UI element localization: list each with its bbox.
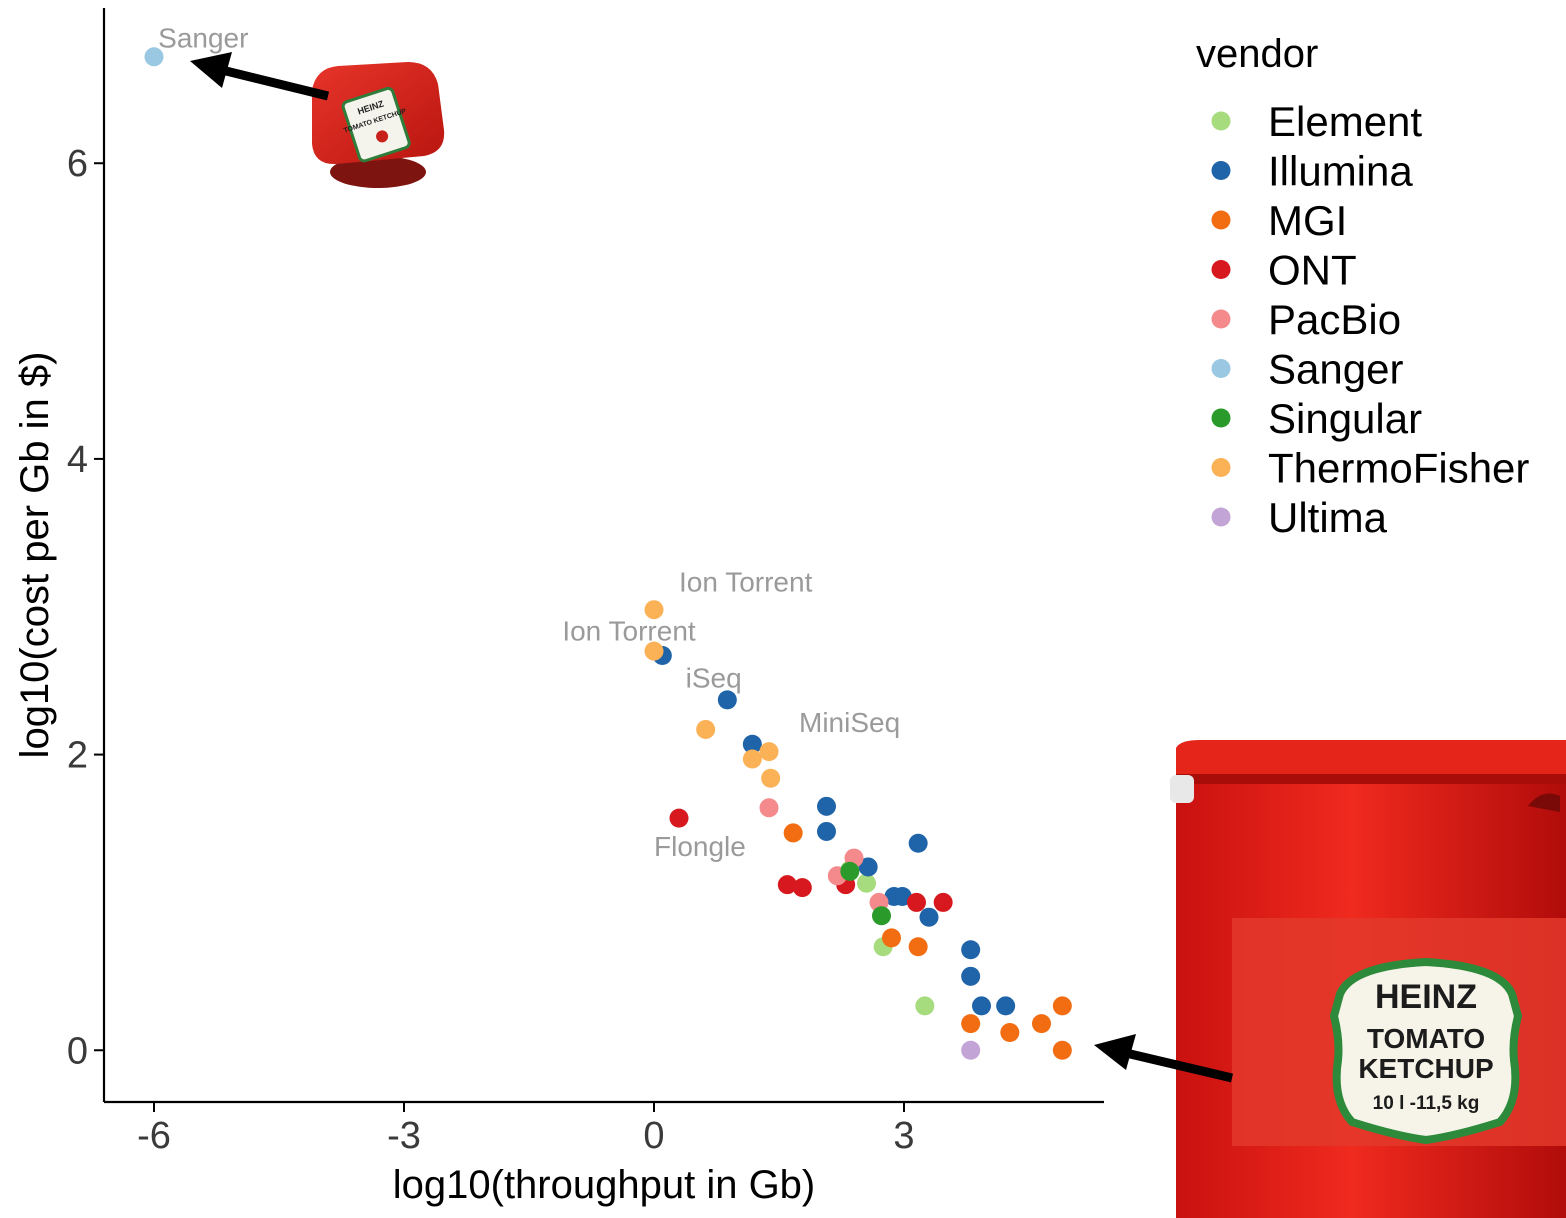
legend-title: vendor xyxy=(1196,32,1318,76)
data-point-singular xyxy=(872,906,891,926)
legend-label-sanger: Sanger xyxy=(1268,346,1403,393)
legend-label-thermofisher: ThermoFisher xyxy=(1268,445,1529,492)
legend-label-ultima: Ultima xyxy=(1268,494,1388,541)
bucket-size-text: 10 l -11,5 kg xyxy=(1373,1093,1480,1114)
point-label: iSeq xyxy=(686,663,742,694)
data-point-ont xyxy=(933,892,953,912)
y-axis-title: log10(cost per Gb in $) xyxy=(13,352,57,759)
data-point-illumina xyxy=(817,796,836,816)
legend-label-illumina: Illumina xyxy=(1268,148,1413,195)
bucket-product-line2: KETCHUP xyxy=(1358,1053,1493,1084)
point-label: Ion Torrent xyxy=(562,615,696,646)
legend-key-ont xyxy=(1211,260,1231,279)
data-point-ont xyxy=(792,878,812,898)
data-point-illumina xyxy=(817,821,836,841)
data-point-illumina xyxy=(961,966,981,986)
legend-label-pacbio: PacBio xyxy=(1268,296,1401,343)
data-point-mgi xyxy=(961,1014,981,1034)
data-point-thermofisher xyxy=(696,719,716,739)
y-tick-label: 0 xyxy=(67,1030,88,1072)
data-point-mgi xyxy=(1032,1014,1051,1034)
data-point-mgi xyxy=(1000,1023,1020,1043)
data-point-illumina xyxy=(858,857,878,877)
legend: vendor ElementIlluminaMGIONTPacBioSanger… xyxy=(1196,32,1529,541)
arrow-to-cheapest xyxy=(1094,1034,1234,1083)
y-tick-label: 2 xyxy=(67,735,88,777)
legend-key-ultima xyxy=(1211,507,1231,527)
data-point-illumina xyxy=(961,940,981,960)
x-tick-label: -3 xyxy=(387,1115,421,1157)
data-point-illumina xyxy=(908,833,928,853)
large-ketchup-bucket-image: HEINZ TOMATO KETCHUP 10 l -11,5 kg xyxy=(1170,740,1566,1218)
y-tick-label: 4 xyxy=(67,439,88,481)
data-point-element xyxy=(915,996,935,1016)
point-label: Ion Torrent xyxy=(679,567,813,598)
legend-key-thermofisher xyxy=(1211,458,1231,477)
x-tick-label: 3 xyxy=(893,1115,914,1157)
legend-key-mgi xyxy=(1211,210,1231,230)
data-point-thermofisher xyxy=(644,641,664,661)
point-labels: Sanger Ion Torrent Ion Torrent iSeq MiniSeq F… xyxy=(158,23,900,863)
legend-key-sanger xyxy=(1211,359,1231,378)
data-point-illumina xyxy=(972,996,991,1016)
data-point-ont xyxy=(777,875,797,895)
data-point-ont xyxy=(669,808,689,828)
bucket-product-line1: TOMATO xyxy=(1367,1023,1485,1054)
data-point-thermofisher xyxy=(761,768,781,788)
x-tick-label: 0 xyxy=(643,1115,664,1157)
data-point-mgi xyxy=(908,937,928,957)
y-tick-label: 6 xyxy=(67,143,88,185)
data-point-thermofisher xyxy=(644,600,664,620)
data-point-mgi xyxy=(1052,1040,1072,1060)
data-point-element xyxy=(857,873,876,893)
data-points xyxy=(144,47,1072,1060)
bucket-brand-text: HEINZ xyxy=(1375,978,1477,1016)
data-point-mgi xyxy=(783,823,803,843)
legend-key-pacbio xyxy=(1211,309,1231,329)
legend-key-illumina xyxy=(1211,161,1231,180)
data-point-singular xyxy=(840,861,860,881)
point-label: Sanger xyxy=(158,23,248,54)
data-point-illumina xyxy=(919,907,939,927)
data-point-illumina xyxy=(996,996,1016,1016)
data-point-thermofisher xyxy=(742,749,762,769)
point-label: Flongle xyxy=(654,831,746,862)
data-point-ultima xyxy=(961,1040,981,1060)
arrow-to-sanger xyxy=(190,52,330,101)
data-point-mgi xyxy=(882,928,901,948)
legend-label-ont: ONT xyxy=(1268,247,1357,294)
small-ketchup-packet-image: HEINZ TOMATO KETCHUP xyxy=(312,62,445,188)
x-axis: -6 -3 0 3 log10(throughput in Gb) xyxy=(104,1100,1104,1207)
data-point-mgi xyxy=(1052,996,1072,1016)
data-point-illumina xyxy=(717,690,737,710)
legend-label-mgi: MGI xyxy=(1268,197,1347,244)
legend-label-element: Element xyxy=(1268,98,1422,145)
data-point-thermofisher xyxy=(759,742,779,762)
x-axis-title: log10(throughput in Gb) xyxy=(393,1163,816,1207)
point-label: MiniSeq xyxy=(799,707,900,738)
legend-key-singular xyxy=(1211,408,1231,428)
legend-key-element xyxy=(1211,111,1231,131)
x-tick-label: -6 xyxy=(137,1115,171,1157)
data-point-ont xyxy=(907,892,926,912)
y-axis: 0 2 4 6 log10(cost per Gb in $) xyxy=(13,8,106,1102)
data-point-pacbio xyxy=(759,798,779,818)
legend-label-singular: Singular xyxy=(1268,395,1422,442)
data-point-illumina xyxy=(742,734,762,754)
data-point-sanger xyxy=(144,47,164,67)
